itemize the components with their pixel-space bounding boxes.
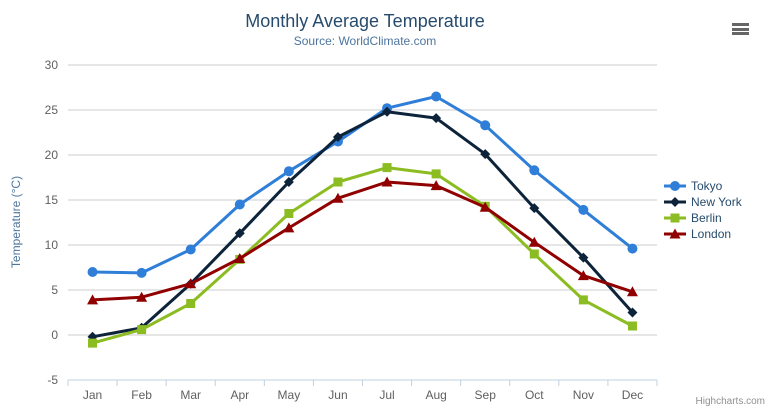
- x-axis-tick-label: Sep: [475, 388, 497, 402]
- legend-item-tokyo[interactable]: Tokyo: [664, 178, 742, 194]
- data-point-tokyo[interactable]: [185, 244, 196, 255]
- legend-marker-square-icon: [664, 213, 686, 223]
- y-axis-tick-label: 20: [45, 148, 59, 162]
- data-point-london[interactable]: [577, 270, 589, 281]
- legend-label: Tokyo: [691, 179, 723, 193]
- x-axis-tick-label: Jul: [379, 388, 394, 402]
- hamburger-menu-icon: [732, 27, 749, 31]
- y-axis-tick-label: 15: [45, 193, 59, 207]
- data-point-tokyo[interactable]: [431, 91, 442, 102]
- data-point-new-york[interactable]: [431, 113, 442, 124]
- data-point-berlin[interactable]: [578, 295, 588, 305]
- y-axis-tick-label: 0: [51, 328, 58, 342]
- legend-symbol-tokyo: [670, 181, 680, 191]
- data-point-london[interactable]: [185, 278, 197, 289]
- y-axis-title: Temperature (°C): [9, 175, 23, 269]
- data-point-london[interactable]: [136, 291, 148, 302]
- chart-title: Monthly Average Temperature: [245, 11, 485, 31]
- legend-marker-diamond-icon: [664, 197, 686, 207]
- data-point-tokyo[interactable]: [87, 267, 98, 277]
- data-point-new-york[interactable]: [332, 132, 343, 142]
- data-point-london[interactable]: [87, 294, 99, 305]
- x-axis-tick-label: Feb: [131, 388, 152, 402]
- legend-item-new-york[interactable]: New York: [664, 194, 742, 210]
- data-point-berlin[interactable]: [529, 249, 539, 259]
- y-axis-tick-label: 30: [45, 58, 59, 72]
- data-point-london[interactable]: [626, 286, 638, 297]
- data-point-berlin[interactable]: [333, 177, 343, 187]
- x-axis-tick-label: Mar: [180, 388, 201, 402]
- legend-item-london[interactable]: London: [664, 226, 742, 242]
- data-point-berlin[interactable]: [137, 325, 147, 335]
- x-axis-tick-label: Jun: [328, 388, 347, 402]
- y-axis-tick-label: 10: [45, 238, 59, 252]
- export-menu-button[interactable]: [730, 21, 750, 37]
- legend-label: London: [691, 227, 732, 241]
- data-point-london[interactable]: [381, 176, 393, 187]
- data-point-new-york[interactable]: [283, 177, 294, 187]
- data-point-london[interactable]: [430, 180, 442, 191]
- data-point-tokyo[interactable]: [578, 204, 589, 215]
- x-axis-tick-label: Nov: [573, 388, 594, 402]
- legend-item-berlin[interactable]: Berlin: [664, 210, 742, 226]
- data-point-berlin[interactable]: [627, 321, 637, 331]
- x-axis-tick-label: Jan: [83, 388, 102, 402]
- data-point-berlin[interactable]: [382, 163, 392, 173]
- series-line-new-york[interactable]: [91, 110, 634, 339]
- data-point-berlin[interactable]: [431, 169, 441, 179]
- y-axis-tick-label: 25: [45, 103, 59, 117]
- data-point-london[interactable]: [332, 192, 344, 203]
- legend-label: Berlin: [691, 211, 722, 225]
- x-axis-tick-label: May: [278, 388, 301, 402]
- data-point-new-york[interactable]: [627, 307, 638, 318]
- chart-subtitle: Source: WorldClimate.com: [293, 34, 437, 48]
- data-point-london[interactable]: [528, 236, 540, 247]
- legend-symbol-london: [669, 228, 681, 239]
- data-point-london[interactable]: [283, 222, 295, 233]
- legend-symbol-berlin: [670, 213, 680, 223]
- legend-marker-circle-icon: [664, 181, 686, 191]
- data-point-tokyo[interactable]: [627, 243, 638, 254]
- data-point-tokyo[interactable]: [529, 165, 540, 176]
- legend-marker-triangle-icon: [664, 228, 686, 239]
- x-axis-tick-label: Aug: [425, 388, 446, 402]
- hamburger-menu-icon: [732, 23, 749, 26]
- data-point-london[interactable]: [234, 253, 246, 263]
- data-point-berlin[interactable]: [284, 209, 294, 218]
- data-point-new-york[interactable]: [480, 149, 491, 160]
- data-point-new-york[interactable]: [529, 203, 540, 214]
- data-point-new-york[interactable]: [578, 252, 589, 263]
- legend: Tokyo New York Berlin London: [664, 178, 742, 242]
- data-point-berlin[interactable]: [186, 299, 196, 308]
- data-point-tokyo[interactable]: [480, 120, 491, 131]
- data-point-new-york[interactable]: [234, 228, 245, 239]
- data-point-berlin[interactable]: [88, 338, 98, 348]
- series-line-berlin[interactable]: [91, 166, 634, 345]
- x-axis-tick-label: Dec: [622, 388, 643, 402]
- legend-symbol-new-york: [670, 197, 680, 207]
- hamburger-menu-icon: [732, 32, 749, 35]
- data-point-new-york[interactable]: [382, 106, 393, 117]
- credits-link[interactable]: Highcharts.com: [695, 396, 765, 407]
- x-axis-tick-label: Apr: [230, 388, 249, 402]
- x-axis-tick-label: Oct: [525, 388, 544, 402]
- data-point-tokyo[interactable]: [283, 166, 294, 177]
- data-point-london[interactable]: [479, 201, 491, 212]
- y-axis-tick-label: -5: [47, 373, 58, 387]
- data-point-tokyo[interactable]: [234, 199, 245, 210]
- legend-label: New York: [691, 195, 742, 209]
- data-point-tokyo[interactable]: [136, 267, 147, 278]
- y-axis-tick-label: 5: [51, 283, 58, 297]
- series-line-london[interactable]: [91, 180, 634, 302]
